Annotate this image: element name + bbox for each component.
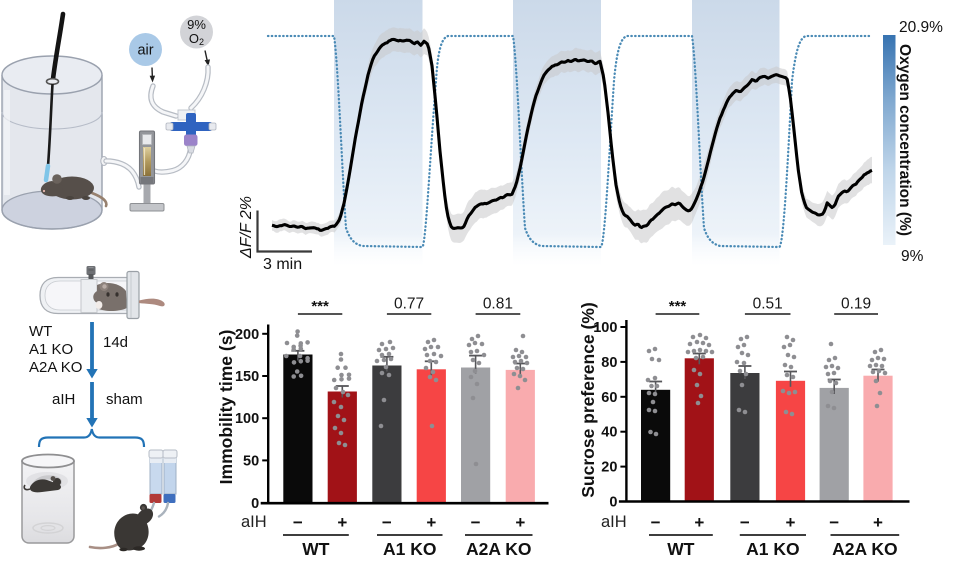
- svg-text:14d: 14d: [103, 334, 128, 351]
- svg-text:+: +: [515, 513, 525, 532]
- svg-text:0: 0: [609, 495, 617, 511]
- svg-text:***: ***: [311, 298, 329, 315]
- svg-text:WT: WT: [302, 539, 330, 559]
- svg-text:A1 KO: A1 KO: [746, 539, 799, 559]
- svg-text:150: 150: [235, 369, 259, 385]
- svg-text:WT: WT: [667, 539, 695, 559]
- svg-text:60: 60: [601, 390, 617, 406]
- svg-text:A2A KO: A2A KO: [29, 359, 82, 376]
- svg-text:air: air: [137, 43, 153, 59]
- svg-text:+: +: [694, 513, 704, 532]
- svg-text:A1 KO: A1 KO: [29, 341, 73, 358]
- svg-text:+: +: [786, 513, 796, 532]
- svg-text:A2A KO: A2A KO: [466, 539, 531, 559]
- svg-text:50: 50: [243, 453, 259, 469]
- svg-text:20: 20: [601, 460, 617, 476]
- svg-text:+: +: [426, 513, 436, 532]
- svg-text:100: 100: [593, 320, 617, 336]
- svg-text:aIH: aIH: [601, 513, 627, 531]
- svg-text:A1 KO: A1 KO: [383, 539, 436, 559]
- svg-text:0.81: 0.81: [483, 296, 513, 313]
- svg-text:A2A KO: A2A KO: [832, 539, 897, 559]
- svg-text:***: ***: [669, 298, 687, 315]
- svg-text:ΔF/F 2%: ΔF/F 2%: [238, 196, 255, 259]
- svg-text:Oxygen concentration (%): Oxygen concentration (%): [896, 44, 913, 236]
- svg-text:−: −: [471, 513, 481, 532]
- svg-text:−: −: [740, 513, 750, 532]
- svg-text:−: −: [651, 513, 661, 532]
- svg-text:100: 100: [235, 411, 259, 427]
- svg-text:sham: sham: [106, 391, 143, 408]
- svg-text:20.9%: 20.9%: [899, 19, 943, 36]
- svg-text:Sucrose preference (%): Sucrose preference (%): [578, 302, 598, 498]
- svg-text:0.77: 0.77: [394, 296, 424, 313]
- svg-text:Immobility time (s): Immobility time (s): [216, 330, 236, 485]
- svg-text:3 min: 3 min: [263, 256, 302, 273]
- svg-text:−: −: [293, 513, 303, 532]
- svg-text:80: 80: [601, 355, 617, 371]
- svg-text:0: 0: [251, 496, 259, 512]
- svg-text:−: −: [382, 513, 392, 532]
- svg-text:200: 200: [235, 327, 259, 343]
- svg-text:aIH: aIH: [241, 513, 267, 531]
- svg-text:aIH: aIH: [52, 391, 75, 408]
- svg-text:9%: 9%: [901, 248, 924, 265]
- svg-text:+: +: [337, 513, 347, 532]
- svg-text:0.19: 0.19: [841, 296, 871, 313]
- svg-text:40: 40: [601, 425, 617, 441]
- svg-text:−: −: [829, 513, 839, 532]
- svg-text:WT: WT: [29, 323, 52, 340]
- svg-text:9%: 9%: [187, 17, 206, 32]
- svg-text:+: +: [873, 513, 883, 532]
- svg-text:0.51: 0.51: [753, 296, 783, 313]
